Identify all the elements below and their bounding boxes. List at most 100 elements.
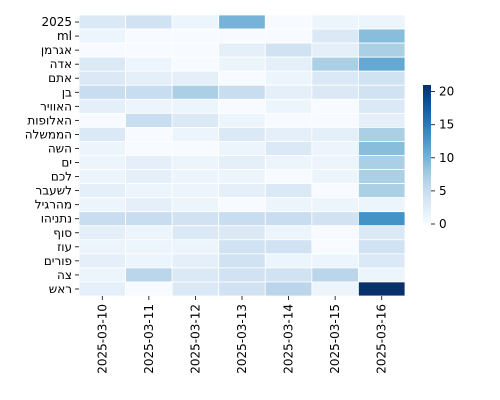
heatmap-cell bbox=[311, 155, 359, 170]
heatmap-cell bbox=[171, 127, 220, 142]
heatmap-cell bbox=[78, 70, 126, 86]
heatmap-cell bbox=[311, 42, 359, 58]
heatmap-cell bbox=[358, 253, 406, 269]
heatmap-cell bbox=[171, 28, 220, 44]
heatmap-cell bbox=[78, 14, 126, 30]
heatmap-cell bbox=[171, 155, 220, 170]
heatmap-cell bbox=[171, 56, 220, 72]
heatmap-cell bbox=[125, 84, 173, 100]
heatmap-cell bbox=[218, 112, 266, 128]
heatmap-cell bbox=[125, 183, 173, 199]
heatmap-cell bbox=[311, 169, 359, 185]
heatmap-cell bbox=[125, 14, 173, 30]
heatmap-cell bbox=[358, 14, 406, 30]
heatmap-cell bbox=[358, 28, 406, 44]
heatmap-cell bbox=[78, 267, 126, 283]
heatmap-cell bbox=[311, 56, 359, 72]
heatmap-cell bbox=[218, 84, 266, 100]
heatmap-cell bbox=[218, 211, 266, 227]
heatmap-cell bbox=[311, 98, 359, 114]
heatmap-cell bbox=[358, 70, 406, 86]
heatmap-cell bbox=[218, 42, 266, 58]
heatmap-cell bbox=[358, 281, 406, 297]
heatmap-cell bbox=[78, 253, 126, 269]
heatmap-cell bbox=[358, 42, 406, 58]
heatmap-cell bbox=[171, 183, 220, 199]
heatmap-cell bbox=[264, 70, 313, 86]
heatmap-cell bbox=[171, 239, 220, 255]
y-tick-label: לכם bbox=[51, 170, 72, 184]
heatmap-cell bbox=[125, 239, 173, 255]
heatmap-cell bbox=[264, 28, 313, 44]
heatmap-cell bbox=[125, 141, 173, 156]
heatmap-cell bbox=[218, 141, 266, 156]
heatmap-cell bbox=[218, 127, 266, 142]
heatmap-cell bbox=[358, 112, 406, 128]
y-tick-label: אדה bbox=[50, 57, 72, 71]
x-tick-label: 2025-03-14 bbox=[282, 304, 296, 374]
heatmap-cell bbox=[218, 70, 266, 86]
heatmap-cell bbox=[125, 197, 173, 213]
heatmap-cell bbox=[264, 42, 313, 58]
heatmap-cell bbox=[358, 225, 406, 241]
heatmap-cell bbox=[218, 253, 266, 269]
heatmap-cell bbox=[78, 169, 126, 185]
heatmap-cell bbox=[311, 14, 359, 30]
x-tick-label: 2025-03-11 bbox=[142, 304, 156, 374]
y-tick-label: צה bbox=[57, 268, 72, 282]
heatmap-cell bbox=[171, 211, 220, 227]
heatmap-cell bbox=[218, 98, 266, 114]
heatmap-cell bbox=[171, 169, 220, 185]
y-tick-label: נתניהו bbox=[41, 212, 72, 226]
y-tick-label: האוויר bbox=[40, 99, 72, 113]
heatmap-cell bbox=[264, 112, 313, 128]
heatmap-cell bbox=[78, 281, 126, 297]
heatmap-cell bbox=[78, 155, 126, 170]
colorbar: 0 5 10 15 20 bbox=[423, 85, 454, 231]
heatmap-cell bbox=[264, 225, 313, 241]
heatmap-cell bbox=[78, 112, 126, 128]
heatmap-cell bbox=[358, 98, 406, 114]
heatmap-cell bbox=[171, 267, 220, 283]
y-tick-label: ml bbox=[57, 29, 72, 43]
heatmap-cell bbox=[78, 141, 126, 156]
heatmap-cell bbox=[218, 225, 266, 241]
heatmap-cell bbox=[78, 56, 126, 72]
heatmap-cell bbox=[264, 239, 313, 255]
heatmap-cell bbox=[78, 98, 126, 114]
heatmap-cell bbox=[311, 211, 359, 227]
heatmap-cell bbox=[125, 281, 173, 297]
heatmap-cell bbox=[171, 225, 220, 241]
heatmap-cell bbox=[171, 84, 220, 100]
heatmap-cell bbox=[311, 225, 359, 241]
heatmap-cell bbox=[125, 169, 173, 185]
heatmap-cell bbox=[78, 42, 126, 58]
heatmap-cell bbox=[264, 183, 313, 199]
heatmap-cell bbox=[171, 70, 220, 86]
colorbar-tick-label: 20 bbox=[439, 85, 454, 99]
y-tick-label: ים bbox=[61, 156, 72, 170]
heatmap-cell bbox=[264, 98, 313, 114]
heatmap-cell bbox=[78, 225, 126, 241]
heatmap-cell bbox=[171, 197, 220, 213]
heatmap-cell bbox=[264, 127, 313, 142]
heatmap-cell bbox=[264, 141, 313, 156]
heatmap-cell bbox=[171, 42, 220, 58]
x-tick-label: 2025-03-10 bbox=[95, 304, 109, 374]
heatmap-cell bbox=[78, 183, 126, 199]
heatmap-cell bbox=[311, 253, 359, 269]
heatmap-cell bbox=[78, 28, 126, 44]
heatmap-cell bbox=[218, 169, 266, 185]
y-tick-labels: 2025mlאגרמןאדהאתםבןהאווירהאלופותהממשלההש… bbox=[25, 15, 79, 296]
heatmap-cell bbox=[358, 211, 406, 227]
heatmap-cell bbox=[264, 155, 313, 170]
heatmap-cells bbox=[78, 14, 406, 297]
heatmap-cell bbox=[264, 84, 313, 100]
heatmap-cell bbox=[358, 239, 406, 255]
heatmap-cell bbox=[264, 14, 313, 30]
heatmap-cell bbox=[125, 267, 173, 283]
heatmap-cell bbox=[125, 98, 173, 114]
y-tick-label: 2025 bbox=[41, 15, 72, 29]
y-tick-label: האלופות bbox=[27, 113, 72, 127]
heatmap-cell bbox=[78, 84, 126, 100]
